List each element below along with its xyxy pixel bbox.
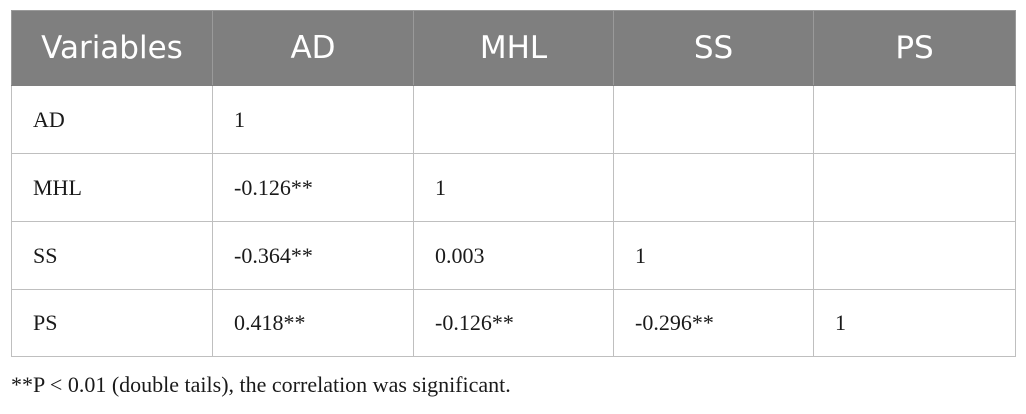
correlation-table: Variables AD MHL SS PS AD 1 MHL -0.126**… xyxy=(11,10,1016,357)
header-cell-ad: AD xyxy=(212,10,414,86)
table-cell: 0.418** xyxy=(212,289,414,357)
table-cell: -0.126** xyxy=(413,289,614,357)
table-row-ps: PS 0.418** -0.126** -0.296** 1 xyxy=(11,289,1016,357)
table-cell: 1 xyxy=(813,289,1016,357)
table-row-ss: SS -0.364** 0.003 1 xyxy=(11,221,1016,290)
table-cell: -0.126** xyxy=(212,153,414,222)
header-cell-mhl: MHL xyxy=(413,10,614,86)
row-label-cell: PS xyxy=(11,289,213,357)
table-cell xyxy=(813,221,1016,290)
table-cell xyxy=(813,153,1016,222)
table-cell xyxy=(813,85,1016,154)
table-cell: 1 xyxy=(413,153,614,222)
header-cell-variables: Variables xyxy=(11,10,213,86)
row-label-cell: SS xyxy=(11,221,213,290)
table-cell: -0.296** xyxy=(613,289,814,357)
correlation-table-container: Variables AD MHL SS PS AD 1 MHL -0.126**… xyxy=(11,10,1016,357)
row-label-cell: AD xyxy=(11,85,213,154)
header-cell-ss: SS xyxy=(613,10,814,86)
table-cell: 1 xyxy=(613,221,814,290)
table-row-mhl: MHL -0.126** 1 xyxy=(11,153,1016,222)
header-cell-ps: PS xyxy=(813,10,1016,86)
table-cell: -0.364** xyxy=(212,221,414,290)
table-cell xyxy=(613,85,814,154)
table-cell xyxy=(613,153,814,222)
table-row-ad: AD 1 xyxy=(11,85,1016,154)
table-cell: 0.003 xyxy=(413,221,614,290)
table-cell xyxy=(413,85,614,154)
table-cell: 1 xyxy=(212,85,414,154)
table-header-row: Variables AD MHL SS PS xyxy=(11,10,1016,86)
table-footnote: **P < 0.01 (double tails), the correlati… xyxy=(11,372,511,397)
row-label-cell: MHL xyxy=(11,153,213,222)
